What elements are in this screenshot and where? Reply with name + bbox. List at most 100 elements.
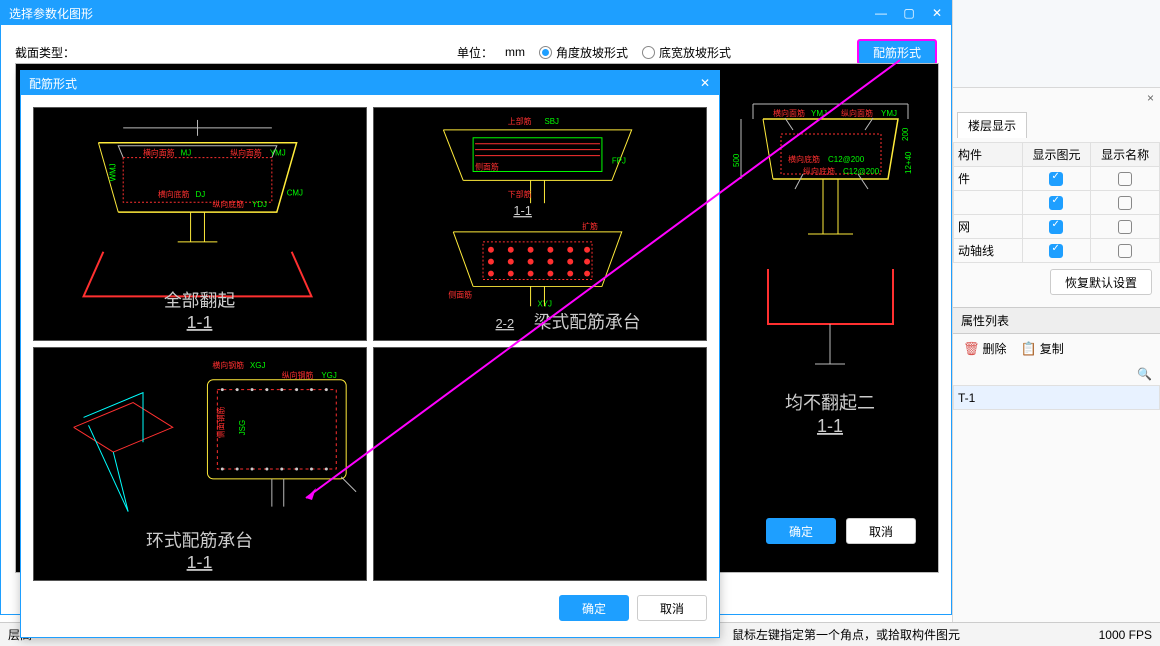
copy-label: 复制 xyxy=(1040,342,1064,356)
rebar-form-button[interactable]: 配筋形式 xyxy=(857,39,937,65)
svg-text:MJ: MJ xyxy=(181,149,192,158)
tab-floor-display[interactable]: 楼层显示 xyxy=(957,112,1027,138)
row2-name: 网 xyxy=(954,215,1023,239)
svg-text:侧面钢筋: 侧面钢筋 xyxy=(215,407,225,439)
svg-text:梁式配筋承台: 梁式配筋承台 xyxy=(534,312,641,332)
rebar-form-button-label: 配筋形式 xyxy=(873,44,921,61)
outer-titlebar: 选择参数化图形 — ▢ ✕ xyxy=(1,1,951,25)
status-fps: 1000 FPS xyxy=(1099,628,1152,642)
thumbnail-grid: 横向面筋 MJ 纵向面筋 YMJ 横向底筋 DJ 纵向底筋 YDJ CMJ WM… xyxy=(33,107,707,581)
radio-angle-slope-label: 角度放坡形式 xyxy=(556,44,628,61)
table-row: 网 xyxy=(954,215,1160,239)
svg-text:纵向钢筋: 纵向钢筋 xyxy=(282,370,314,380)
radio-bottom-width-slope-label: 底宽放坡形式 xyxy=(659,44,731,61)
col-show-name: 显示名称 xyxy=(1091,143,1160,167)
svg-text:纵向底筋: 纵向底筋 xyxy=(212,199,244,209)
delete-button[interactable]: 🗑删除 xyxy=(963,340,1007,357)
lbl-v-top-code: YMJ xyxy=(881,109,897,118)
minimize-icon[interactable]: — xyxy=(867,1,895,25)
thumb-empty[interactable] xyxy=(373,347,707,581)
thumb-beam-rebar[interactable]: 上部筋 SBJ 侧面筋 FPJ 下部筋 1-1 xyxy=(373,107,707,341)
dim-r1: 200 xyxy=(901,127,910,141)
inner-title: 配筋形式 xyxy=(29,75,77,92)
outer-preview-svg: 横向面筋 YMJ 纵向面筋 YMJ 横向底筋 C12@200 纵向底筋 C12@… xyxy=(733,74,928,564)
preview-sub: 1-1 xyxy=(817,416,843,436)
svg-text:1-1: 1-1 xyxy=(187,312,213,332)
svg-text:1-1: 1-1 xyxy=(513,203,532,218)
outer-ok-button[interactable]: 确定 xyxy=(766,518,836,544)
outer-button-row: 确定 取消 xyxy=(766,518,916,544)
checkbox[interactable] xyxy=(1049,244,1063,258)
delete-icon: 🗑 xyxy=(963,341,980,356)
restore-defaults-button[interactable]: 恢复默认设置 xyxy=(1050,269,1152,295)
unit-label: 单位： xyxy=(457,44,493,61)
inner-ok-button[interactable]: 确定 xyxy=(559,595,629,621)
lbl-h-top-code: YMJ xyxy=(811,109,827,118)
copy-icon: 📋 xyxy=(1021,341,1037,356)
preview-caption: 均不翻起二 xyxy=(785,393,875,413)
checkbox[interactable] xyxy=(1118,244,1132,258)
radio-angle-slope[interactable]: 角度放坡形式 xyxy=(539,44,628,61)
svg-text:WMJ: WMJ xyxy=(108,163,117,181)
row3-name: 动轴线 xyxy=(954,239,1023,263)
svg-text:SBJ: SBJ xyxy=(544,117,559,126)
col-show-element: 显示图元 xyxy=(1022,143,1091,167)
right-side-panel: × 楼层显示 构件 显示图元 显示名称 件 网 动轴线 恢复默认设置 xyxy=(952,0,1160,646)
svg-text:下部筋: 下部筋 xyxy=(508,189,532,199)
outer-cancel-button[interactable]: 取消 xyxy=(846,518,916,544)
svg-text:2-2: 2-2 xyxy=(496,316,515,331)
inner-titlebar: 配筋形式 ✕ xyxy=(21,71,719,95)
outer-title: 选择参数化图形 xyxy=(9,5,93,22)
checkbox[interactable] xyxy=(1118,220,1132,234)
lbl-h-top: 横向面筋 xyxy=(773,108,805,118)
delete-label: 删除 xyxy=(983,342,1007,356)
inner-cancel-label: 取消 xyxy=(660,600,684,617)
table-row: 动轴线 xyxy=(954,239,1160,263)
side-close-icon[interactable]: × xyxy=(953,88,1160,108)
outer-cancel-label: 取消 xyxy=(869,523,893,540)
dim-500: 500 xyxy=(733,153,741,167)
row0-name: 件 xyxy=(954,167,1023,191)
checkbox[interactable] xyxy=(1049,172,1063,186)
thumb-ring-rebar[interactable]: 横向钢筋 XGJ 纵向钢筋 YGJ 侧面钢筋 JSG xyxy=(33,347,367,581)
svg-text:环式配筋承台: 环式配筋承台 xyxy=(146,530,253,550)
inner-cancel-button[interactable]: 取消 xyxy=(637,595,707,621)
svg-text:1-1: 1-1 xyxy=(187,552,213,572)
svg-text:CMJ: CMJ xyxy=(287,188,303,197)
maximize-icon[interactable]: ▢ xyxy=(895,1,923,25)
inner-close-icon[interactable]: ✕ xyxy=(691,71,719,95)
svg-text:横向钢筋: 横向钢筋 xyxy=(212,360,244,370)
svg-text:纵向面筋: 纵向面筋 xyxy=(230,148,262,158)
checkbox[interactable] xyxy=(1118,196,1132,210)
inner-button-row: 确定 取消 xyxy=(33,595,707,621)
checkbox[interactable] xyxy=(1049,196,1063,210)
copy-button[interactable]: 📋复制 xyxy=(1021,340,1064,357)
property-table: T-1 xyxy=(953,385,1160,410)
thumb-all-flip[interactable]: 横向面筋 MJ 纵向面筋 YMJ 横向底筋 DJ 纵向底筋 YDJ CMJ WM… xyxy=(33,107,367,341)
inner-ok-label: 确定 xyxy=(582,600,606,617)
dim-r2: 12+40 xyxy=(904,151,913,174)
property-list-header: 属性列表 xyxy=(953,307,1160,334)
restore-defaults-label: 恢复默认设置 xyxy=(1065,274,1137,291)
svg-text:扩筋: 扩筋 xyxy=(582,221,598,231)
radio-dot-icon xyxy=(539,46,552,59)
radio-bottom-width-slope[interactable]: 底宽放坡形式 xyxy=(642,44,731,61)
unit-value: mm xyxy=(505,45,525,59)
outer-ok-label: 确定 xyxy=(789,523,813,540)
lbl-h-bot: 横向底筋 xyxy=(788,154,820,164)
lbl-v-bot-code: C12@200 xyxy=(843,167,880,176)
svg-text:侧面筋: 侧面筋 xyxy=(448,289,472,299)
lbl-v-bot: 纵向底筋 xyxy=(803,166,835,176)
property-value[interactable]: T-1 xyxy=(954,386,1160,410)
svg-text:YMJ: YMJ xyxy=(270,149,286,158)
svg-text:JSG: JSG xyxy=(238,420,247,435)
radio-dot-icon xyxy=(642,46,655,59)
checkbox[interactable] xyxy=(1118,172,1132,186)
row1-name xyxy=(954,191,1023,215)
checkbox[interactable] xyxy=(1049,220,1063,234)
section-type-label: 截面类型： xyxy=(15,44,75,61)
rebar-form-dialog: 配筋形式 ✕ 横向面筋 MJ 纵向面筋 xyxy=(20,70,720,638)
search-icon[interactable]: 🔍 xyxy=(1137,367,1152,381)
svg-text:上部筋: 上部筋 xyxy=(508,116,532,126)
close-icon[interactable]: ✕ xyxy=(923,1,951,25)
